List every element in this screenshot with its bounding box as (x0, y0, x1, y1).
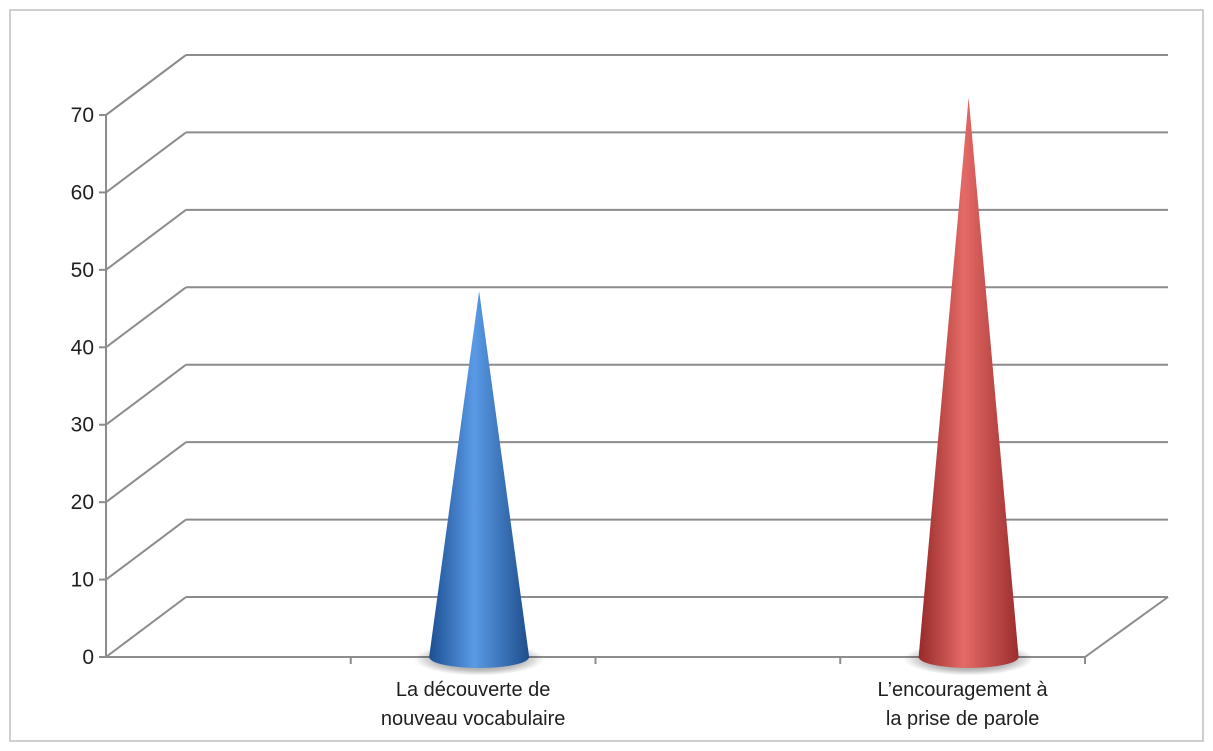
gridline-side (105, 518, 187, 581)
gridline-side (105, 286, 187, 349)
cone-0 (414, 291, 545, 676)
y-tick-label: 20 (71, 491, 94, 514)
y-tick-label: 50 (71, 259, 94, 282)
y-tick-label: 40 (71, 336, 94, 359)
y-tick-label: 30 (71, 414, 94, 437)
gridline-side (105, 131, 187, 194)
x-category-label-line: la prise de parole (886, 708, 1039, 730)
x-category-label: L’encouragement à la prise de parole (878, 679, 1049, 730)
chart-border (9, 9, 1204, 742)
cone-body (918, 97, 1019, 669)
cone-1 (903, 97, 1034, 676)
gridline-side (105, 209, 187, 271)
cone-body (429, 291, 530, 669)
x-category-label: La découverte de nouveau vocabulaire (381, 679, 566, 730)
y-tick-label: 60 (71, 181, 94, 204)
y-tick-label: 70 (71, 104, 94, 127)
gridline-side (105, 54, 187, 116)
x-category-label-line: L’encouragement à (878, 679, 1049, 701)
gridline-side (105, 441, 187, 503)
x-category-label-line: nouveau vocabulaire (381, 708, 566, 730)
x-category-label-line: La découverte de (396, 679, 551, 701)
y-tick-label: 10 (71, 569, 94, 592)
gridline-side (105, 596, 187, 658)
y-tick-label: 0 (82, 646, 94, 669)
gridline-side (105, 363, 187, 426)
floor-right-edge (1084, 596, 1169, 658)
